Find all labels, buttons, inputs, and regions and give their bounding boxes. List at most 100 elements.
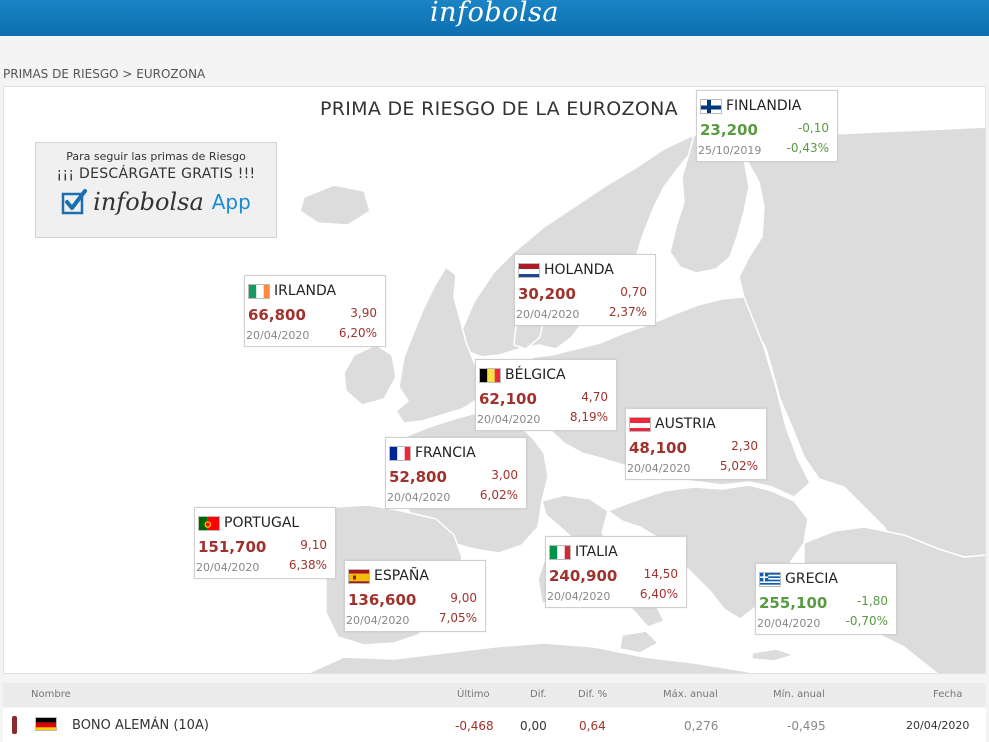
promo-app-logo[interactable]: infobolsa App (36, 188, 276, 216)
country-name: BÉLGICA (505, 367, 566, 383)
row-max-anual: 0,276 (684, 719, 719, 733)
col-fecha[interactable]: Fecha (933, 689, 963, 700)
risk-premium-pct: 8,19% (569, 410, 608, 424)
country-name: ESPAÑA (374, 568, 429, 584)
col-max-anual[interactable]: Máx. anual (663, 689, 718, 700)
country-name: FRANCIA (415, 445, 476, 461)
spain-flag-icon (348, 569, 370, 584)
ireland-flag-icon (248, 284, 270, 299)
risk-premium-pct: 7,05% (438, 611, 477, 625)
country-card-finland[interactable]: FINLANDIA 23,200 -0,10 25/10/2019 -0,43% (696, 90, 838, 162)
risk-premium-dif: 3,90 (350, 306, 377, 320)
risk-premium-dif: 3,00 (491, 468, 518, 482)
promo-app-text: App (211, 190, 251, 214)
risk-premium-value: 136,600 (348, 591, 417, 609)
country-card-netherlands[interactable]: HOLANDA 30,200 0,70 20/04/2020 2,37% (514, 254, 656, 326)
italy-flag-icon (549, 545, 571, 560)
country-name: GRECIA (785, 571, 838, 587)
row-min-anual: -0,495 (787, 719, 826, 733)
country-name: AUSTRIA (655, 416, 716, 432)
eurozone-risk-map-panel: PRIMA DE RIESGO DE LA EUROZONA Para segu… (3, 86, 986, 674)
risk-premium-pct: 6,20% (338, 326, 377, 340)
country-card-ireland[interactable]: IRLANDA 66,800 3,90 20/04/2020 6,20% (244, 275, 386, 347)
risk-premium-date: 20/04/2020 (346, 614, 410, 627)
risk-premium-dif: -0,10 (797, 121, 829, 135)
country-name: FINLANDIA (726, 98, 802, 114)
promo-subtitle: Para seguir las primas de Riesgo (66, 150, 246, 163)
germany-flag-icon (35, 717, 57, 731)
risk-premium-date: 20/04/2020 (246, 329, 310, 342)
risk-premium-date: 20/04/2020 (547, 590, 611, 603)
risk-premium-value: 151,700 (198, 538, 267, 556)
risk-premium-value: 66,800 (248, 306, 306, 324)
country-name: PORTUGAL (224, 515, 300, 531)
promo-headline: ¡¡¡ DESCÁRGATE GRATIS !!! (56, 166, 256, 182)
risk-premium-date: 20/04/2020 (196, 561, 260, 574)
promo-logo-text: infobolsa (93, 188, 204, 216)
austria-flag-icon (629, 417, 651, 432)
finland-flag-icon (700, 99, 722, 114)
country-card-greece[interactable]: GRECIA 255,100 -1,80 20/04/2020 -0,70% (755, 563, 897, 635)
country-card-italy[interactable]: ITALIA 240,900 14,50 20/04/2020 6,40% (545, 536, 687, 608)
row-name[interactable]: BONO ALEMÁN (10A) (72, 718, 209, 733)
risk-premium-date: 20/04/2020 (477, 413, 541, 426)
risk-premium-value: 30,200 (518, 285, 576, 303)
risk-premium-dif: 9,00 (450, 591, 477, 605)
belgium-flag-icon (479, 368, 501, 383)
infobolsa-logo[interactable]: infobolsa (430, 0, 559, 28)
risk-premium-date: 20/04/2020 (387, 491, 451, 504)
risk-premium-value: 255,100 (759, 594, 828, 612)
row-fecha: 20/04/2020 (906, 719, 970, 732)
risk-premium-pct: -0,43% (786, 141, 829, 155)
country-card-france[interactable]: FRANCIA 52,800 3,00 20/04/2020 6,02% (385, 437, 527, 509)
risk-premium-pct: 5,02% (719, 459, 758, 473)
france-flag-icon (389, 446, 411, 461)
risk-premium-pct: 6,38% (288, 558, 327, 572)
risk-premium-dif: 0,70 (620, 285, 647, 299)
row-dif: 0,00 (520, 719, 547, 733)
risk-premium-dif: 9,10 (300, 538, 327, 552)
risk-premium-value: 240,900 (549, 567, 618, 585)
country-card-portugal[interactable]: PORTUGAL 151,700 9,10 20/04/2020 6,38% (194, 507, 336, 579)
portugal-flag-icon (198, 516, 220, 531)
risk-premium-value: 23,200 (700, 121, 758, 139)
map-title: PRIMA DE RIESGO DE LA EUROZONA (320, 98, 678, 120)
risk-premium-date: 20/04/2020 (516, 308, 580, 321)
country-name: ITALIA (575, 544, 618, 560)
row-dif-pct: 0,64 (579, 719, 606, 733)
country-card-spain[interactable]: ESPAÑA 136,600 9,00 20/04/2020 7,05% (344, 560, 486, 632)
country-name: HOLANDA (544, 262, 614, 278)
col-ultimo[interactable]: Último (457, 689, 490, 700)
risk-premium-pct: 6,02% (479, 488, 518, 502)
risk-premium-dif: 14,50 (643, 567, 678, 581)
risk-premium-date: 20/04/2020 (757, 617, 821, 630)
country-card-belgium[interactable]: BÉLGICA 62,100 4,70 20/04/2020 8,19% (475, 359, 617, 431)
site-header: infobolsa (0, 0, 989, 36)
risk-premium-pct: 6,40% (639, 587, 678, 601)
checkbox-check-icon (61, 189, 88, 215)
greece-flag-icon (759, 572, 781, 587)
country-name: IRLANDA (274, 283, 337, 299)
risk-premium-pct: -0,70% (845, 614, 888, 628)
breadcrumb[interactable]: PRIMAS DE RIESGO > EUROZONA (3, 67, 206, 81)
table-header: Nombre Último Dif. Dif. % Máx. anual Mín… (3, 683, 986, 707)
country-card-austria[interactable]: AUSTRIA 48,100 2,30 20/04/2020 5,02% (625, 408, 767, 480)
col-dif[interactable]: Dif. (530, 689, 547, 700)
row-status-marker (12, 716, 17, 734)
col-nombre[interactable]: Nombre (31, 689, 71, 700)
table-row[interactable]: BONO ALEMÁN (10A) -0,468 0,00 0,64 0,276… (3, 708, 986, 742)
col-dif-pct[interactable]: Dif. % (578, 689, 608, 700)
risk-premium-dif: 2,30 (731, 439, 758, 453)
risk-premium-value: 52,800 (389, 468, 447, 486)
risk-premium-dif: 4,70 (581, 390, 608, 404)
col-min-anual[interactable]: Mín. anual (773, 689, 825, 700)
app-download-promo[interactable]: Para seguir las primas de Riesgo ¡¡¡ DES… (35, 142, 277, 238)
risk-premium-dif: -1,80 (856, 594, 888, 608)
row-ultimo: -0,468 (455, 719, 494, 733)
risk-premium-date: 20/04/2020 (627, 462, 691, 475)
netherlands-flag-icon (518, 263, 540, 278)
risk-premium-value: 62,100 (479, 390, 537, 408)
risk-premium-value: 48,100 (629, 439, 687, 457)
risk-premium-date: 25/10/2019 (698, 144, 762, 157)
risk-premium-pct: 2,37% (608, 305, 647, 319)
